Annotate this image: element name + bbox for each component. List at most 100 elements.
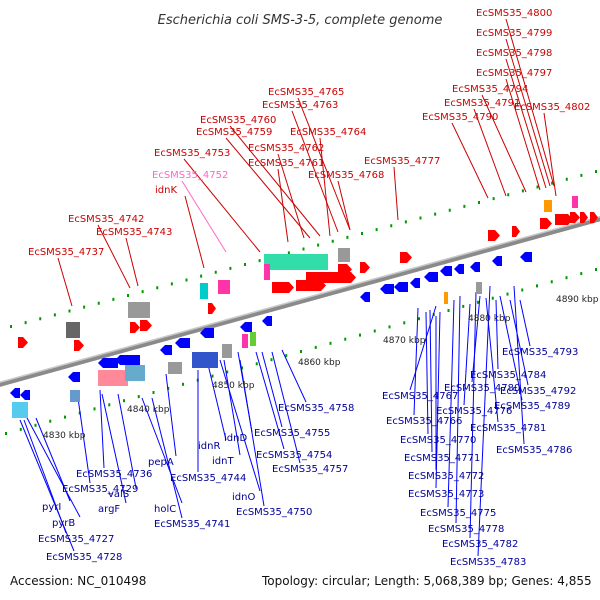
forward-gene-arrow (360, 262, 370, 273)
reverse-gene-arrow (98, 358, 118, 368)
gene-label-top: EcSMS35_4760 (200, 115, 276, 126)
pink-gene-box (218, 280, 230, 294)
leader-line (519, 299, 531, 347)
accession-text: Accession: NC_010498 (10, 574, 147, 588)
tick-dot (434, 212, 437, 216)
gene-label-bottom: EcSMS35_4773 (408, 489, 484, 500)
leader-line (165, 373, 177, 457)
kbp-label: 4860 kbp (298, 358, 341, 368)
tick-dot (506, 292, 509, 296)
genome-backbone-highlight (0, 215, 600, 384)
gene-label-top: EcSMS35_4794 (452, 84, 528, 95)
leader-line (425, 311, 429, 435)
gene-label-top: EcSMS35_4752 (152, 170, 228, 181)
tick-dot (521, 189, 524, 193)
orange-gene-box (544, 200, 552, 212)
gene-label-top: EcSMS35_4764 (290, 127, 366, 138)
forward-gene-arrow (208, 303, 216, 314)
tick-dot (403, 321, 406, 325)
leader-line (543, 112, 557, 197)
leader-line (225, 137, 311, 239)
gene-label-bottom: idnD (224, 433, 247, 444)
leader-line (184, 195, 205, 269)
reverse-gene-arrow (20, 390, 30, 400)
reverse-gene-arrow (440, 266, 452, 276)
forward-gene-arrow (130, 322, 140, 333)
tick-dot (34, 423, 37, 427)
tick-dot (419, 216, 422, 220)
forward-gene-arrow (306, 272, 356, 283)
tick-dot (404, 220, 407, 224)
gene-label-bottom: EcSMS35_4780 (444, 383, 520, 394)
gene-label-bottom: EcSMS35_4750 (236, 507, 312, 518)
tick-dot (93, 407, 96, 411)
tick-dot (536, 284, 538, 288)
reverse-gene-arrow (394, 282, 408, 292)
gene-label-bottom: EcSMS35_4766 (386, 416, 462, 427)
gene-label-bottom: idnT (212, 456, 234, 467)
leader-line (469, 291, 477, 539)
reverse-gene-arrow (240, 322, 252, 332)
tick-dot (302, 247, 305, 251)
tick-dot (463, 204, 466, 208)
tick-dot (521, 288, 524, 292)
forward-gene-arrow (512, 226, 520, 237)
tick-dot (580, 272, 583, 276)
tick-dot (24, 321, 27, 325)
tick-dot (112, 297, 115, 301)
forward-gene-arrow (580, 212, 588, 223)
tick-dot (477, 300, 479, 304)
grey-gene-box (222, 344, 232, 358)
leader-line (505, 18, 555, 187)
genome-backbone (0, 216, 600, 387)
forward-gene-arrow (570, 212, 580, 223)
gene-label-top: EcSMS35_4800 (476, 8, 552, 19)
tick-dot (137, 395, 140, 399)
gene-label-top: EcSMS35_4798 (476, 48, 552, 59)
tick-dot (123, 399, 125, 403)
tick-dot (68, 309, 71, 313)
leader-line (481, 94, 527, 193)
tick-dot (536, 185, 539, 189)
leader-line (19, 419, 75, 552)
tick-dot (244, 263, 246, 266)
gene-label-top: EcSMS35_4742 (68, 214, 144, 225)
tick-dot (361, 232, 363, 235)
tick-dot (344, 337, 347, 341)
leader-line (77, 397, 91, 484)
gene-label-top: EcSMS35_4799 (476, 28, 552, 39)
gene-label-top: EcSMS35_4797 (476, 68, 552, 79)
tick-dot (373, 329, 376, 333)
gene-label-bottom: EcSMS35_4781 (470, 423, 546, 434)
leader-line (183, 158, 261, 253)
leader-line (499, 295, 523, 401)
kbp-label: 4880 kbp (468, 314, 511, 324)
pink-gene-box (572, 196, 578, 208)
gene-label-top: EcSMS35_4791 (444, 98, 520, 109)
tick-dot (462, 304, 465, 308)
reverse-gene-arrow (520, 252, 532, 262)
gene-features (10, 196, 598, 418)
tick-dot (97, 301, 100, 305)
tick-dot (49, 419, 52, 423)
gene-label-top: EcSMS35_4753 (154, 148, 230, 159)
tick-dot (64, 415, 66, 419)
gene-label-bottom: EcSMS35_4784 (470, 370, 546, 381)
leader-line (219, 359, 261, 492)
forward-gene-arrow (140, 320, 152, 331)
forward-gene-arrow (590, 212, 598, 223)
reverse-gene-arrow (360, 292, 370, 302)
forward-gene-arrow (540, 218, 552, 229)
leader-line (261, 351, 283, 428)
blue-gene-box (70, 390, 80, 402)
leader-line (151, 397, 183, 519)
gene-label-top: EcSMS35_4777 (364, 156, 440, 167)
tick-dot (550, 280, 553, 284)
leader-line (297, 97, 351, 231)
tick-dot (170, 282, 173, 286)
tick-dot (390, 224, 393, 228)
tick-dot (5, 432, 7, 435)
leader-line (463, 303, 471, 406)
gene-label-bottom: holC (154, 504, 176, 515)
